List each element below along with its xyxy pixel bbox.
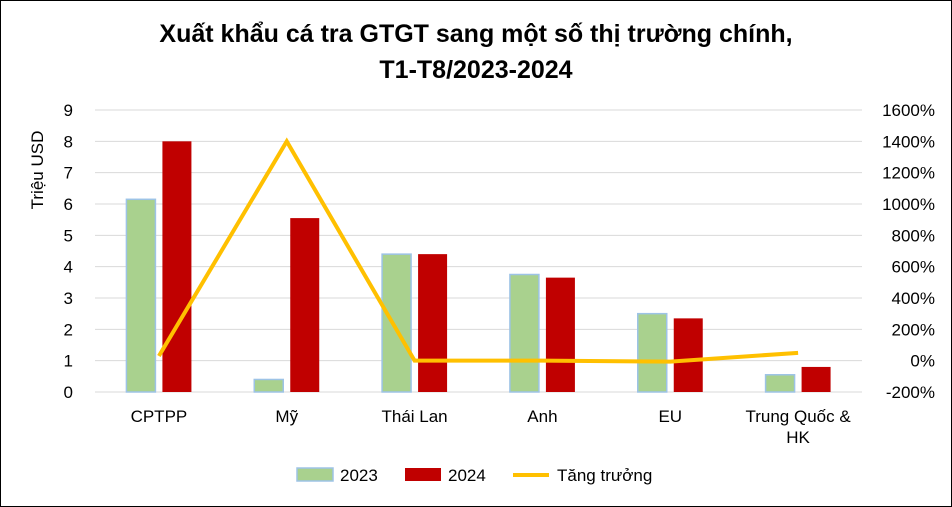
y-right-tick-label: 200% xyxy=(892,320,935,339)
y-left-tick-label: 8 xyxy=(64,132,73,151)
bar-2023 xyxy=(381,253,412,393)
bar-2024 xyxy=(418,254,448,392)
bar-2023 xyxy=(125,198,157,393)
category-label: HK xyxy=(786,428,810,447)
y-left-tick-label: 6 xyxy=(64,195,73,214)
y-left-tick-label: 4 xyxy=(64,258,73,277)
y-right-tick-label: 600% xyxy=(892,258,935,277)
bar-2024 xyxy=(673,318,703,392)
legend: 2023 2024 Tăng trưởng xyxy=(296,466,652,485)
legend-label-growth: Tăng trưởng xyxy=(557,466,652,485)
y-left-tick-label: 3 xyxy=(64,289,73,308)
category-label: Mỹ xyxy=(275,407,298,426)
y-left-tick-label: 9 xyxy=(64,101,73,120)
y-right-tick-label: 400% xyxy=(892,289,935,308)
y-left-tick-label: 1 xyxy=(64,352,73,371)
y-right-tick-label: 1000% xyxy=(882,195,935,214)
y-left-tick-label: 7 xyxy=(64,164,73,183)
bars xyxy=(125,141,831,393)
y-left-tick-label: 0 xyxy=(64,383,73,402)
y-axis-left-ticks: 0 1 2 3 4 5 6 7 8 9 xyxy=(64,101,73,402)
bar-2023 xyxy=(764,374,796,393)
bar-2023 xyxy=(637,312,668,393)
y-axis-label: Triệu USD xyxy=(28,131,47,210)
bar-2023 xyxy=(509,273,540,393)
bar-2023 xyxy=(253,378,284,393)
y-right-tick-label: 0% xyxy=(910,352,935,371)
y-right-tick-label: -200% xyxy=(886,383,935,402)
y-right-tick-label: 1200% xyxy=(882,164,935,183)
growth-line xyxy=(157,137,799,364)
bar-2024 xyxy=(545,277,575,392)
bar-2024 xyxy=(801,366,831,392)
gridlines xyxy=(95,109,862,393)
legend-swatch-2023 xyxy=(296,467,334,482)
legend-label-2024: 2024 xyxy=(448,466,486,485)
y-right-tick-label: 1400% xyxy=(882,132,935,151)
y-axis-right-ticks: -200% 0% 200% 400% 600% 800% 1000% 1200% 1400% 16… xyxy=(882,101,935,402)
category-label: CPTPP xyxy=(131,407,188,426)
bar-2024 xyxy=(162,141,192,392)
y-right-tick-label: 800% xyxy=(892,226,935,245)
y-right-tick-label: 1600% xyxy=(882,101,935,120)
legend-swatch-2024 xyxy=(405,468,441,481)
category-labels: CPTPP Mỹ Thái Lan Anh EU Trung Quốc & HK xyxy=(131,407,852,447)
chart-title-line1: Xuất khẩu cá tra GTGT sang một số thị tr… xyxy=(159,20,792,48)
legend-label-2023: 2023 xyxy=(340,466,378,485)
category-label: Anh xyxy=(527,407,557,426)
y-left-tick-label: 5 xyxy=(64,226,73,245)
growth-series-line xyxy=(157,137,799,364)
category-label: EU xyxy=(658,407,682,426)
chart-title-line2: T1-T8/2023-2024 xyxy=(379,56,572,84)
y-left-tick-label: 2 xyxy=(64,320,73,339)
category-label: Thái Lan xyxy=(381,407,447,426)
category-label: Trung Quốc & xyxy=(745,407,851,426)
bar-2024 xyxy=(290,218,320,392)
